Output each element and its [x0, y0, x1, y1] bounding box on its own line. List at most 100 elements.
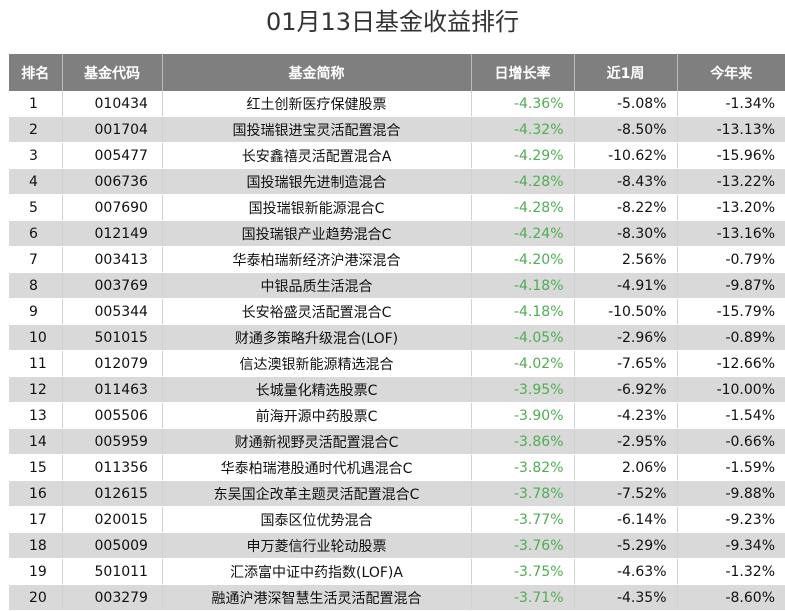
week-return-cell: -5.29%	[573, 532, 677, 559]
fund-name-cell: 国投瑞银新能源混合C	[161, 194, 471, 221]
daily-growth-cell: -4.28%	[470, 194, 574, 221]
table-row[interactable]: 9 005344 长安裕盛灵活配置混合C -4.18% -10.50% -15.79%	[9, 298, 785, 325]
table-row[interactable]: 7 003413 华泰柏瑞新经济沪港深混合 -4.20% 2.56% -0.79%	[9, 246, 785, 273]
table-row[interactable]: 16 012615 东吴国企改革主题灵活配置混合C -3.78% -7.52% -9.88…	[9, 480, 785, 507]
daily-growth-cell: -3.76%	[470, 532, 574, 559]
fund-name-cell: 汇添富中证中药指数(LOF)A	[161, 558, 471, 585]
table-row[interactable]: 2 001704 国投瑞银进宝灵活配置混合 -4.32% -8.50% -13.13%	[9, 116, 785, 143]
fund-code-cell: 006736	[61, 168, 162, 195]
column-header-code[interactable]: 基金代码	[61, 54, 162, 91]
fund-ranking-table: 排名 基金代码 基金简称 日增长率 近1周 今年来 1 010434 红土创新医疗保…	[9, 54, 785, 611]
rank-cell: 20	[9, 584, 62, 611]
fund-name-cell: 前海开源中药股票C	[161, 402, 471, 429]
fund-name-cell: 国投瑞银先进制造混合	[161, 168, 471, 195]
fund-name-cell: 财通新视野灵活配置混合C	[161, 428, 471, 455]
fund-name-cell: 华泰柏瑞新经济沪港深混合	[161, 246, 471, 273]
fund-code-cell: 011463	[61, 376, 162, 403]
daily-growth-cell: -4.05%	[470, 324, 574, 351]
fund-name-cell: 长城量化精选股票C	[161, 376, 471, 403]
column-header-daily-growth[interactable]: 日增长率	[470, 54, 574, 91]
ytd-return-cell: -9.87%	[676, 272, 785, 299]
ytd-return-cell: -1.59%	[676, 454, 785, 481]
ytd-return-cell: -9.34%	[676, 532, 785, 559]
rank-cell: 14	[9, 428, 62, 455]
table-row[interactable]: 12 011463 长城量化精选股票C -3.95% -6.92% -10.00%	[9, 376, 785, 403]
table-row[interactable]: 5 007690 国投瑞银新能源混合C -4.28% -8.22% -13.20%	[9, 194, 785, 221]
column-header-rank[interactable]: 排名	[9, 54, 62, 91]
daily-growth-cell: -4.32%	[470, 116, 574, 143]
column-header-name[interactable]: 基金简称	[161, 54, 471, 91]
rank-cell: 6	[9, 220, 62, 247]
ytd-return-cell: -1.32%	[676, 558, 785, 585]
daily-growth-cell: -4.18%	[470, 298, 574, 325]
daily-growth-cell: -3.82%	[470, 454, 574, 481]
rank-cell: 4	[9, 168, 62, 195]
daily-growth-cell: -4.24%	[470, 220, 574, 247]
ytd-return-cell: -0.89%	[676, 324, 785, 351]
table-row[interactable]: 1 010434 红土创新医疗保健股票 -4.36% -5.08% -1.34%	[9, 91, 785, 117]
fund-name-cell: 长安裕盛灵活配置混合C	[161, 298, 471, 325]
ytd-return-cell: -1.54%	[676, 402, 785, 429]
table-row[interactable]: 11 012079 信达澳银新能源精选混合 -4.02% -7.65% -12.66%	[9, 350, 785, 377]
ytd-return-cell: -1.34%	[676, 91, 785, 117]
fund-name-cell: 国投瑞银产业趋势混合C	[161, 220, 471, 247]
ytd-return-cell: -8.60%	[676, 584, 785, 611]
week-return-cell: -7.65%	[573, 350, 677, 377]
ytd-return-cell: -0.79%	[676, 246, 785, 273]
rank-cell: 3	[9, 142, 62, 169]
table-row[interactable]: 14 005959 财通新视野灵活配置混合C -3.86% -2.95% -0.66%	[9, 428, 785, 455]
fund-code-cell: 005477	[61, 142, 162, 169]
week-return-cell: -2.95%	[573, 428, 677, 455]
table-row[interactable]: 4 006736 国投瑞银先进制造混合 -4.28% -8.43% -13.22%	[9, 168, 785, 195]
rank-cell: 17	[9, 506, 62, 533]
ytd-return-cell: -13.16%	[676, 220, 785, 247]
fund-code-cell: 005506	[61, 402, 162, 429]
daily-growth-cell: -4.18%	[470, 272, 574, 299]
daily-growth-cell: -3.86%	[470, 428, 574, 455]
week-return-cell: -4.23%	[573, 402, 677, 429]
fund-name-cell: 东吴国企改革主题灵活配置混合C	[161, 480, 471, 507]
ytd-return-cell: -15.96%	[676, 142, 785, 169]
table-row[interactable]: 19 501011 汇添富中证中药指数(LOF)A -3.75% -4.63% -1.32…	[9, 558, 785, 585]
week-return-cell: -4.63%	[573, 558, 677, 585]
rank-cell: 1	[9, 91, 62, 117]
rank-cell: 16	[9, 480, 62, 507]
fund-code-cell: 501011	[61, 558, 162, 585]
daily-growth-cell: -4.02%	[470, 350, 574, 377]
ytd-return-cell: -9.23%	[676, 506, 785, 533]
ytd-return-cell: -9.88%	[676, 480, 785, 507]
column-header-week[interactable]: 近1周	[573, 54, 677, 91]
fund-code-cell: 003413	[61, 246, 162, 273]
fund-code-cell: 010434	[61, 91, 162, 117]
fund-name-cell: 信达澳银新能源精选混合	[161, 350, 471, 377]
table-row[interactable]: 6 012149 国投瑞银产业趋势混合C -4.24% -8.30% -13.16%	[9, 220, 785, 247]
week-return-cell: -7.52%	[573, 480, 677, 507]
column-header-ytd[interactable]: 今年来	[676, 54, 785, 91]
rank-cell: 18	[9, 532, 62, 559]
week-return-cell: 2.56%	[573, 246, 677, 273]
daily-growth-cell: -3.77%	[470, 506, 574, 533]
daily-growth-cell: -3.78%	[470, 480, 574, 507]
rank-cell: 8	[9, 272, 62, 299]
fund-name-cell: 长安鑫禧灵活配置混合A	[161, 142, 471, 169]
week-return-cell: -8.43%	[573, 168, 677, 195]
daily-growth-cell: -4.29%	[470, 142, 574, 169]
fund-code-cell: 012615	[61, 480, 162, 507]
week-return-cell: -4.91%	[573, 272, 677, 299]
fund-code-cell: 005959	[61, 428, 162, 455]
table-row[interactable]: 20 003279 融通沪港深智慧生活灵活配置混合 -3.71% -4.35% -8.60…	[9, 584, 785, 611]
table-row[interactable]: 13 005506 前海开源中药股票C -3.90% -4.23% -1.54%	[9, 402, 785, 429]
table-row[interactable]: 8 003769 中银品质生活混合 -4.18% -4.91% -9.87%	[9, 272, 785, 299]
table-row[interactable]: 3 005477 长安鑫禧灵活配置混合A -4.29% -10.62% -15.96%	[9, 142, 785, 169]
table-row[interactable]: 15 011356 华泰柏瑞港股通时代机遇混合C -3.82% 2.06% -1.59%	[9, 454, 785, 481]
week-return-cell: -6.14%	[573, 506, 677, 533]
table-row[interactable]: 17 020015 国泰区位优势混合 -3.77% -6.14% -9.23%	[9, 506, 785, 533]
week-return-cell: 2.06%	[573, 454, 677, 481]
fund-code-cell: 003769	[61, 272, 162, 299]
ytd-return-cell: -13.20%	[676, 194, 785, 221]
table-row[interactable]: 18 005009 申万菱信行业轮动股票 -3.76% -5.29% -9.34%	[9, 532, 785, 559]
week-return-cell: -6.92%	[573, 376, 677, 403]
table-header-row: 排名 基金代码 基金简称 日增长率 近1周 今年来	[9, 54, 785, 91]
daily-growth-cell: -3.71%	[470, 584, 574, 611]
table-row[interactable]: 10 501015 财通多策略升级混合(LOF) -4.05% -2.96% -0.89%	[9, 324, 785, 351]
